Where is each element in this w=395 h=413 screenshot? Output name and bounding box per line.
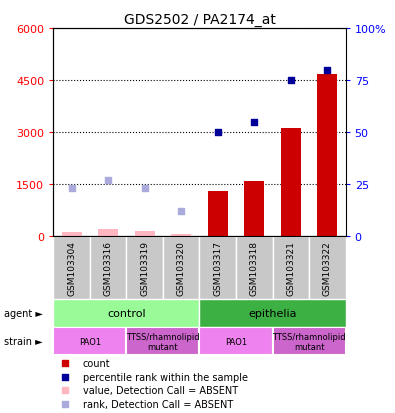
Point [288, 78, 294, 84]
Point [303, 209, 309, 216]
Title: GDS2502 / PA2174_at: GDS2502 / PA2174_at [124, 12, 275, 26]
Bar [171, 235, 191, 236]
Text: GSM103316: GSM103316 [103, 240, 113, 295]
Bar [273, 236, 309, 299]
Text: strain ►: strain ► [4, 337, 43, 347]
Point [141, 185, 148, 192]
Bar [98, 229, 118, 236]
Text: PAO1: PAO1 [225, 337, 247, 346]
Bar [53, 328, 126, 356]
Text: GSM103304: GSM103304 [67, 240, 76, 295]
Text: rank, Detection Call = ABSENT: rank, Detection Call = ABSENT [83, 399, 233, 408]
Point [214, 129, 221, 136]
Text: TTSS/rhamnolipid
mutant: TTSS/rhamnolipid mutant [126, 332, 200, 351]
Text: GSM103317: GSM103317 [213, 240, 222, 295]
Bar [208, 191, 228, 236]
Bar [317, 74, 337, 236]
Text: percentile rank within the sample: percentile rank within the sample [83, 372, 248, 382]
Text: GSM103318: GSM103318 [250, 240, 259, 295]
Text: GSM103319: GSM103319 [140, 240, 149, 295]
Text: GSM103322: GSM103322 [323, 240, 332, 295]
Bar [62, 232, 82, 236]
Bar [163, 236, 199, 299]
Bar [244, 182, 264, 236]
Bar [273, 328, 346, 356]
Bar [281, 129, 301, 236]
Text: value, Detection Call = ABSENT: value, Detection Call = ABSENT [83, 385, 238, 395]
Point [251, 119, 258, 126]
Text: count: count [83, 358, 110, 368]
Bar [135, 231, 155, 236]
Text: GSM103321: GSM103321 [286, 240, 295, 295]
Text: GSM103320: GSM103320 [177, 240, 186, 295]
Bar [53, 236, 90, 299]
Text: TTSS/rhamnolipid
mutant: TTSS/rhamnolipid mutant [272, 332, 346, 351]
Bar [199, 236, 236, 299]
Bar [53, 299, 199, 328]
Text: PAO1: PAO1 [79, 337, 101, 346]
Point [303, 330, 309, 337]
Text: agent ►: agent ► [4, 309, 43, 318]
Bar [126, 328, 199, 356]
Bar [126, 236, 163, 299]
Bar [90, 236, 126, 299]
Bar [199, 299, 346, 328]
Point [178, 208, 184, 215]
Bar [236, 236, 273, 299]
Point [324, 67, 331, 74]
Point [68, 185, 75, 192]
Text: control: control [107, 309, 146, 318]
Point [105, 178, 111, 184]
Bar [199, 328, 273, 356]
Bar [309, 236, 346, 299]
Text: epithelia: epithelia [248, 309, 297, 318]
Point [303, 88, 309, 95]
